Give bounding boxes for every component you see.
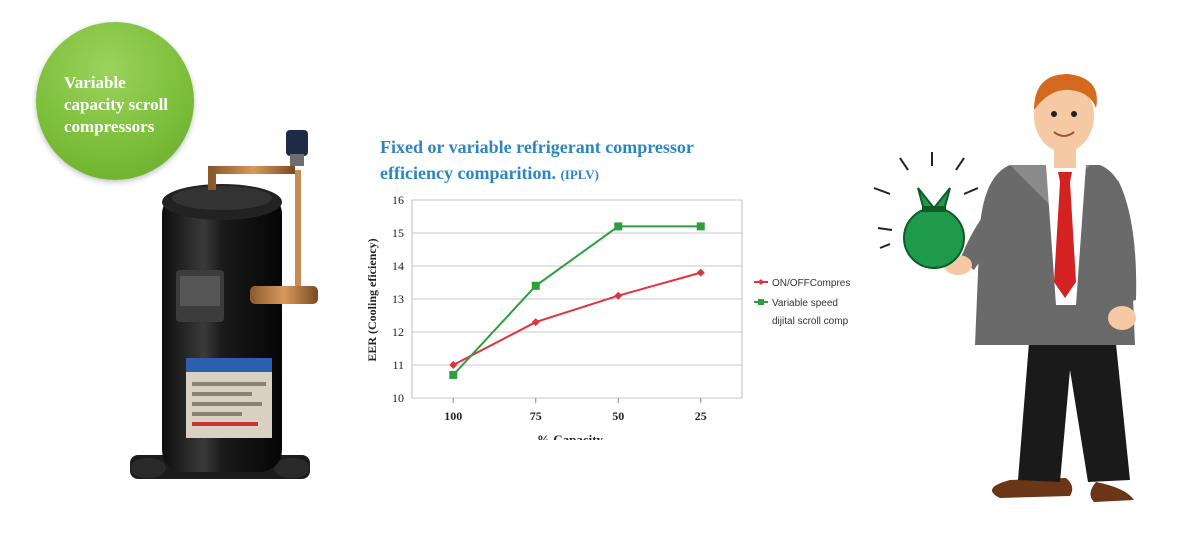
y-axis-label: EER (Cooling eficiency) [365,238,379,361]
legend-marker [758,279,764,285]
burst-lines [873,152,979,249]
y-tick-label: 12 [392,325,404,339]
y-tick-label: 13 [392,292,404,306]
x-tick-label: 50 [612,409,624,423]
legend-label: ON/OFFCompres [772,278,850,289]
y-tick-label: 10 [392,391,404,405]
x-axis-label: % Capacity [537,432,604,440]
y-tick-labels: 10 11 12 13 14 15 16 [392,193,404,405]
legend-label: Variable speed [772,298,838,309]
x-tick-label: 75 [530,409,542,423]
efficiency-line-chart: 10 11 12 13 14 15 16 100 75 50 25 EER (Cooling ef… [365,193,850,440]
x-tick-label: 25 [695,409,707,423]
y-tick-label: 15 [392,226,404,240]
series-line [452,271,702,366]
series-group [449,222,705,379]
data-point [531,281,540,290]
data-point [696,268,705,277]
y-tick-label: 11 [392,358,404,372]
x-tick-label: 100 [444,409,462,423]
data-point [696,222,705,231]
businessman-holding-money-bag-illustration [873,74,1137,502]
title-badge [36,22,194,180]
series-line [452,225,701,376]
chart-title: Fixed or variable refrigerant compressor… [380,134,694,188]
y-tick-label: 14 [392,259,404,273]
data-point [449,370,458,379]
badge-text: Variable capacity scroll compressors [64,72,184,138]
chart-title-line-2: efficiency comparition. (IPLV) [380,160,694,188]
y-tick-label: 16 [392,193,404,207]
badge-line-3: compressors [64,117,155,136]
x-tick-labels: 100 75 50 25 [444,398,707,423]
badge-line-1: Variable [64,73,126,92]
legend-marker [758,299,764,305]
money-bag-icon [903,187,965,269]
chart-title-line-2-main: efficiency comparition. [380,163,556,183]
grid-lines [412,199,742,399]
chart-title-line-1: Fixed or variable refrigerant compressor [380,137,694,157]
data-point [531,318,540,327]
data-point [614,291,623,300]
badge-line-2: capacity scroll [64,95,169,114]
legend: ON/OFFCompres Variable speed dijital scrol… [754,278,850,327]
chart-title-subscript: (IPLV) [560,167,599,182]
data-point [614,222,623,231]
data-point [449,361,458,369]
scroll-compressor-illustration [130,130,318,479]
legend-label: dijital scroll comp [772,316,849,327]
